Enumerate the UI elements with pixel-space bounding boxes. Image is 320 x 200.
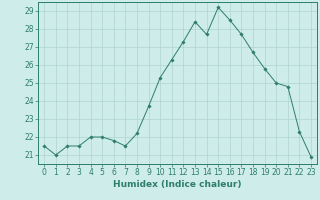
X-axis label: Humidex (Indice chaleur): Humidex (Indice chaleur) [113,180,242,189]
